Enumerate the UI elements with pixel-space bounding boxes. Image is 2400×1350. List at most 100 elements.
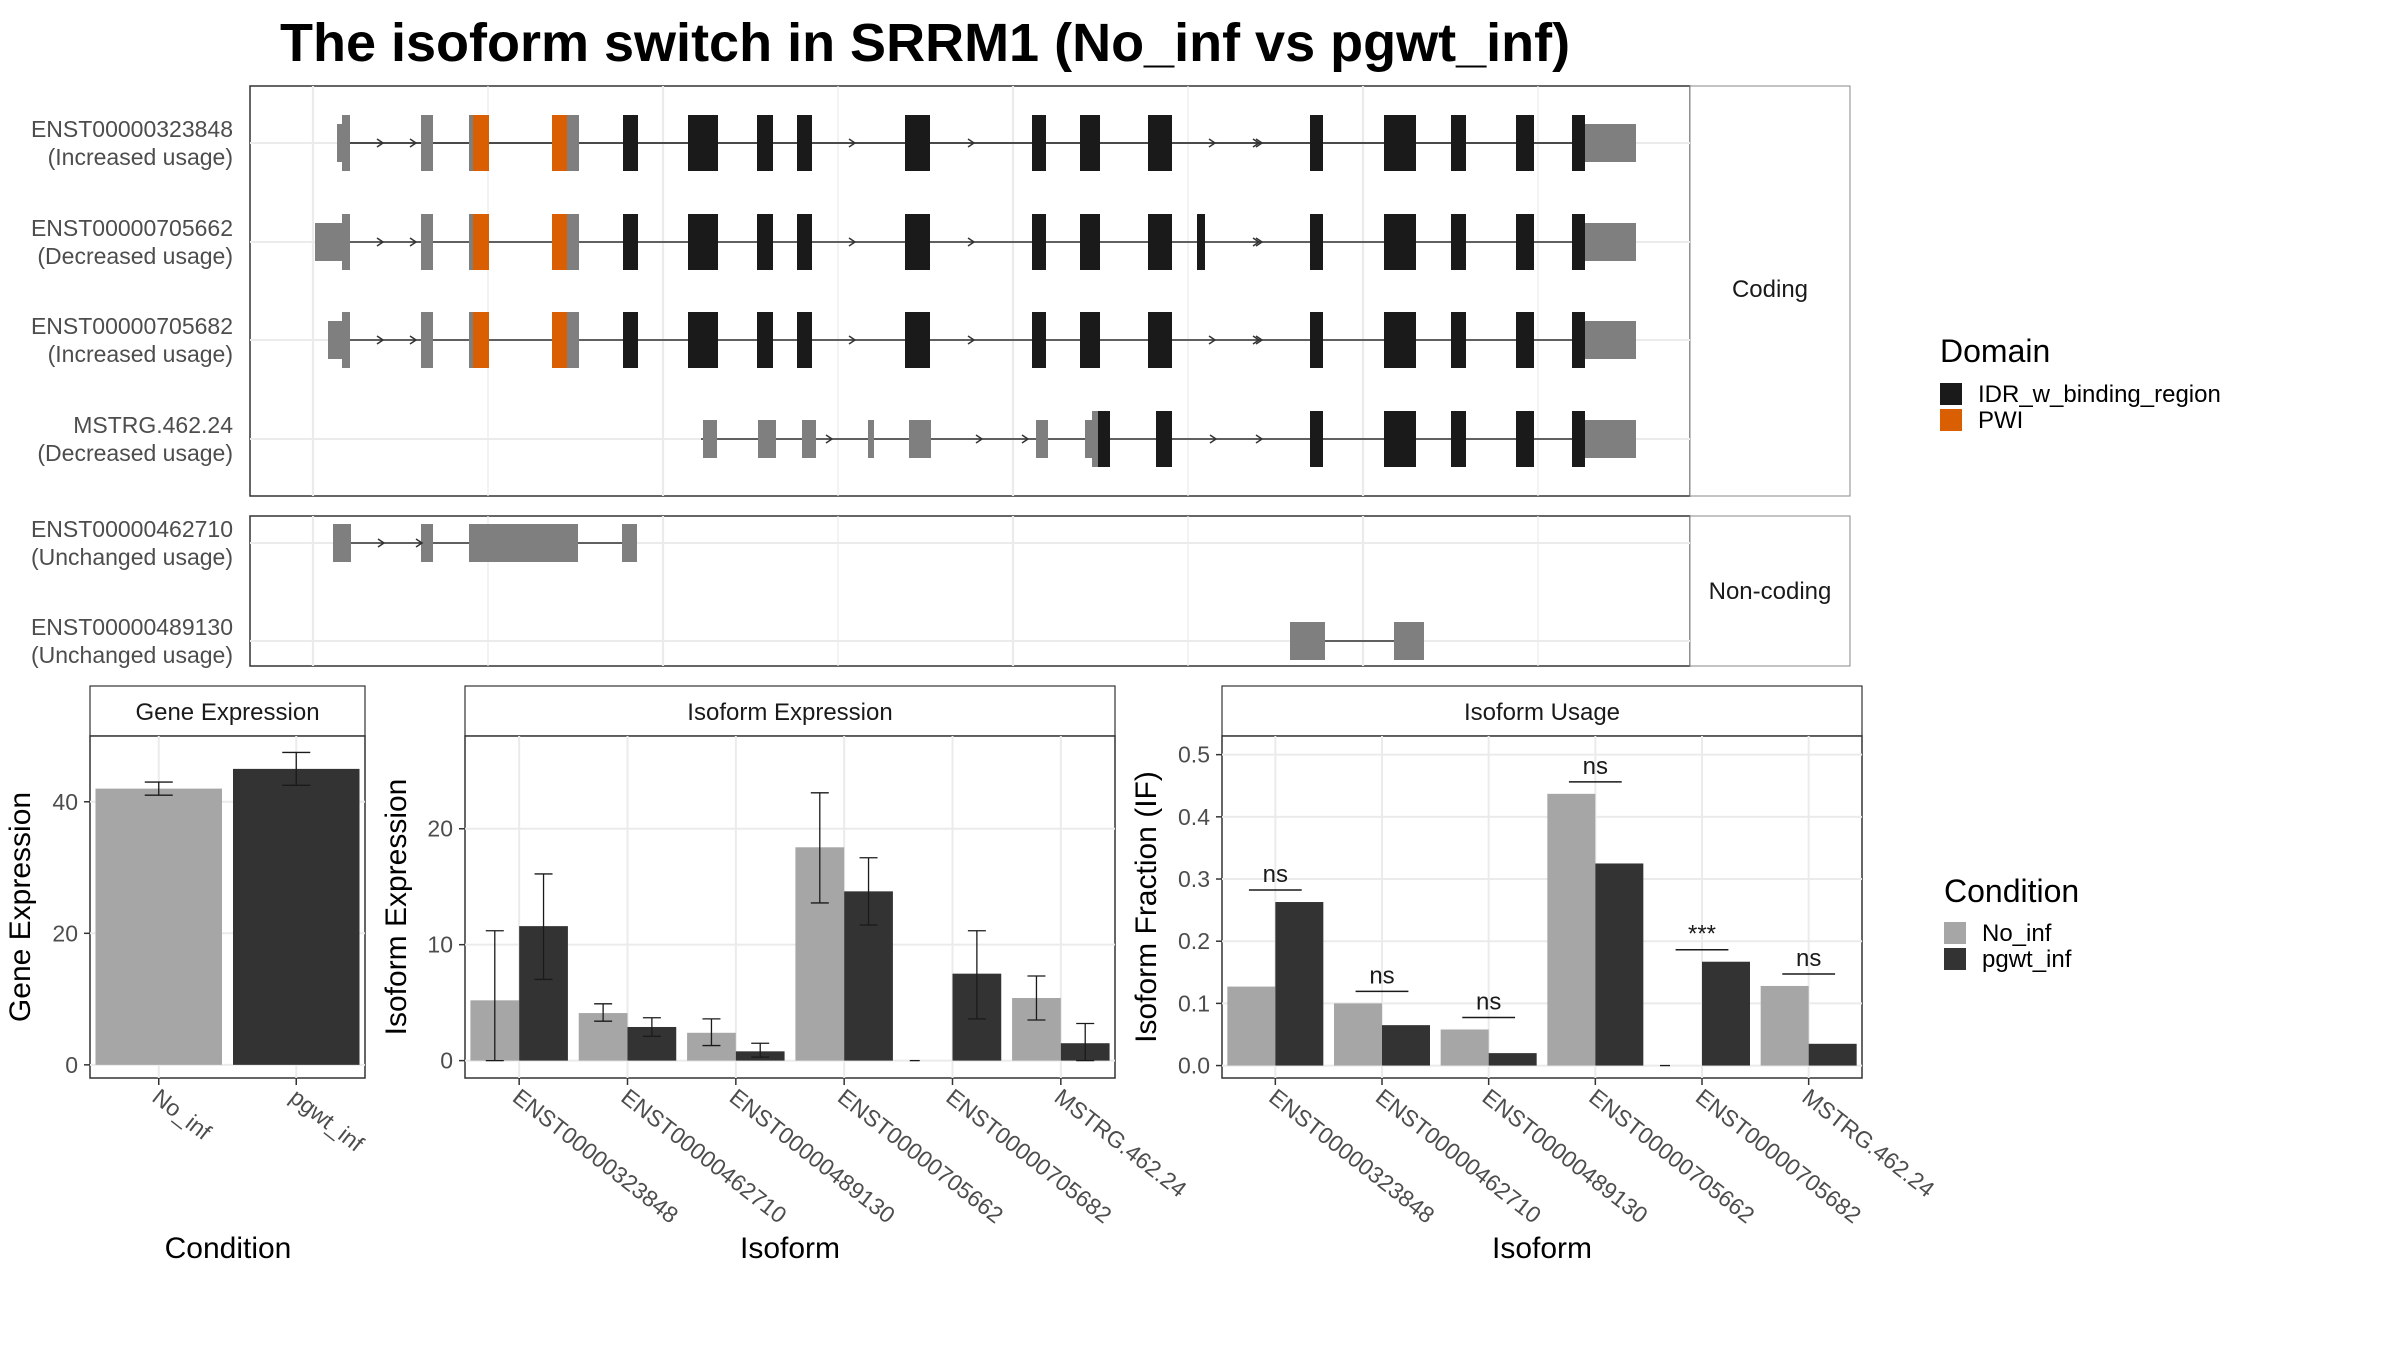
strand-arrow [848, 335, 857, 345]
exon-utr [337, 124, 343, 162]
bar-chart-panels: Gene Expression 0 20 40 No_inf pgwt_inf Condit… [4, 685, 1940, 1265]
exon-idr-domain [1148, 312, 1172, 368]
strand-arrow [967, 335, 976, 345]
y-axis-label: Isoform Fraction (IF) [1130, 771, 1163, 1043]
y-tick-label: 0.4 [1178, 804, 1210, 830]
exon-idr-domain [1032, 312, 1046, 368]
transcript-usage-label: (Unchanged usage) [31, 544, 233, 570]
exon-idr-domain [1516, 411, 1534, 467]
y-axis-label: Isoform Expression [380, 779, 413, 1036]
exon-idr-domain [1080, 312, 1100, 368]
bar [1760, 985, 1809, 1066]
exon-utr [622, 524, 637, 562]
strand-arrow [975, 434, 984, 444]
exon-idr-domain [1451, 312, 1466, 368]
exon-utr [315, 223, 343, 261]
exon-idr-domain [1310, 214, 1323, 270]
bar [1440, 1029, 1489, 1066]
y-tick-label: 40 [52, 789, 78, 815]
exon-idr-domain [1516, 312, 1534, 368]
exon-utr [567, 214, 579, 270]
strand-arrow [1252, 237, 1261, 247]
exon-utr [802, 420, 816, 458]
exon-utr [469, 115, 473, 171]
exon-idr-domain [1451, 411, 1466, 467]
exon-utr [342, 115, 350, 171]
exon-idr-domain [1080, 115, 1100, 171]
panel-title: Gene Expression [135, 699, 319, 726]
exon-idr-domain [1032, 115, 1046, 171]
strand-arrow [409, 335, 418, 345]
transcript-usage-label: (Unchanged usage) [31, 642, 233, 668]
exon-idr-domain [1310, 115, 1323, 171]
bar [1275, 902, 1324, 1066]
exon-idr-domain [1098, 411, 1110, 467]
exon-utr [421, 312, 433, 368]
bar [1808, 1043, 1857, 1066]
exon-idr-domain [688, 312, 718, 368]
exon-utr [328, 321, 343, 359]
exon-idr-domain [1310, 411, 1323, 467]
y-tick-label: 20 [52, 920, 78, 946]
condition-legend-key [1944, 948, 1966, 970]
exon-idr-domain [1572, 411, 1585, 467]
transcript-usage-label: (Increased usage) [48, 144, 233, 170]
transcript-id-label: ENST00000489130 [31, 614, 233, 640]
exon-idr-domain [688, 214, 718, 270]
strand-arrow [848, 237, 857, 247]
exon-idr-domain [688, 115, 718, 171]
y-tick-label: 20 [427, 816, 453, 842]
significance-label: *** [1688, 921, 1716, 948]
panel-title-strip [464, 685, 1116, 737]
y-tick-label: 0.5 [1178, 742, 1210, 768]
transcript-usage-label: (Increased usage) [48, 341, 233, 367]
strand-arrow [415, 538, 424, 548]
exon-pwi-domain [473, 312, 489, 368]
x-tick-label: No_inf [148, 1083, 217, 1145]
transcript-id-label: ENST00000462710 [31, 516, 233, 542]
bar [1227, 986, 1276, 1066]
exon-utr [421, 524, 433, 562]
transcript-structure-panel: CodingNon-codingENST00000323848(Increase… [31, 85, 1851, 668]
exon-utr [1036, 420, 1048, 458]
exon-utr [1394, 622, 1424, 660]
noncoding-strip [1689, 515, 1851, 667]
significance-label: ns [1796, 945, 1821, 972]
bar [1382, 1025, 1430, 1066]
significance-label: ns [1476, 988, 1501, 1015]
coding-panel-frame [249, 85, 1691, 497]
exon-pwi-domain [473, 214, 489, 270]
exon-utr [342, 312, 350, 368]
condition-legend-label: No_inf [1982, 920, 2052, 947]
x-axis-label: Isoform [740, 1232, 840, 1265]
exon-utr [421, 115, 433, 171]
exon-utr [567, 312, 579, 368]
exon-utr [1290, 622, 1325, 660]
y-tick-label: 10 [427, 932, 453, 958]
exon-idr-domain [1384, 115, 1416, 171]
exon-idr-domain [1384, 411, 1416, 467]
domain-legend-key [1940, 409, 1962, 431]
y-axis-label: Gene Expression [4, 792, 37, 1022]
exon-utr [1092, 411, 1098, 467]
strand-arrow [967, 138, 976, 148]
exon-idr-domain [905, 115, 930, 171]
exon-utr [342, 214, 350, 270]
bar [1334, 1003, 1382, 1066]
panel-frame [464, 735, 1116, 1079]
exon-idr-domain [1384, 214, 1416, 270]
strand-arrow [848, 138, 857, 148]
y-tick-label: 0 [440, 1048, 453, 1074]
y-tick-label: 0.2 [1178, 928, 1210, 954]
exon-utr [567, 115, 579, 171]
bar [233, 768, 360, 1065]
exon-idr-domain [1148, 214, 1172, 270]
exon-idr-domain [1148, 115, 1172, 171]
exon-idr-domain [797, 115, 812, 171]
exon-utr [333, 524, 351, 562]
strand-arrow [1255, 237, 1264, 247]
strand-arrow [825, 434, 834, 444]
exon-utr [469, 524, 578, 562]
domain-legend-label: IDR_w_binding_region [1978, 381, 2221, 408]
